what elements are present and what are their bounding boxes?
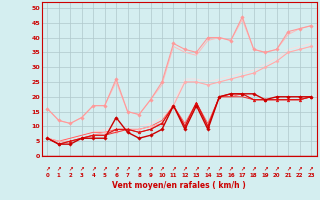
X-axis label: Vent moyen/en rafales ( km/h ): Vent moyen/en rafales ( km/h ) xyxy=(112,181,246,190)
